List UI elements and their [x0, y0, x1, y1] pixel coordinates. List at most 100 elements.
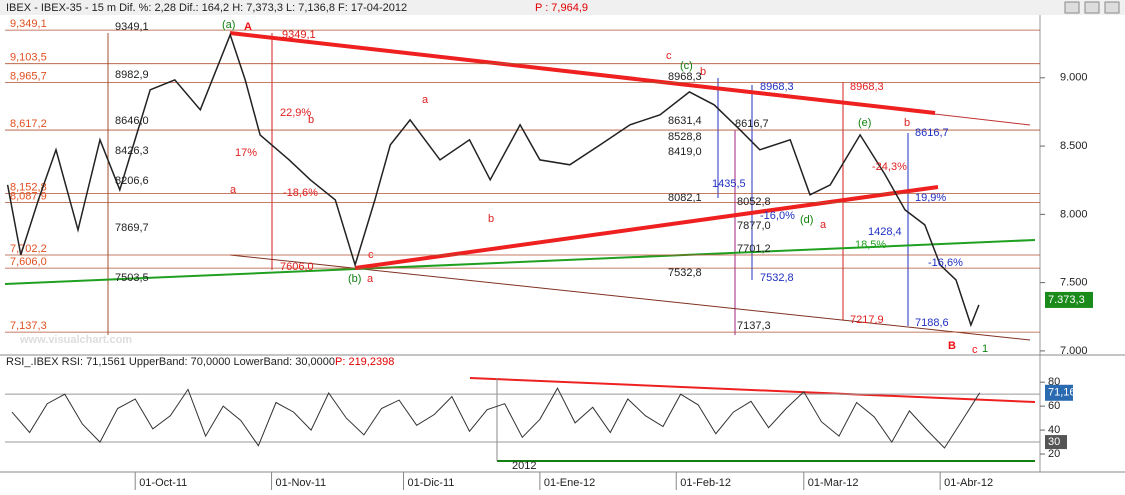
x-tick-label: 01-Feb-12: [680, 477, 731, 489]
y-tick-label: 8.000: [1060, 208, 1088, 220]
level-label: 8,965,7: [10, 70, 47, 82]
annotation: 7869,7: [115, 222, 149, 234]
x-tick-label: 01-Abr-12: [944, 477, 993, 489]
annotation: A: [244, 21, 252, 33]
annotation: 7217,9: [850, 314, 884, 326]
annotation: (c): [680, 60, 693, 72]
x-tick-label: 01-Ene-12: [544, 477, 595, 489]
series-line: [11, 387, 981, 449]
window-button[interactable]: [1084, 1, 1100, 14]
annotation: 8419,0: [668, 146, 702, 158]
annotation: 8968,3: [850, 81, 884, 93]
annotation: 7701,2: [737, 243, 771, 255]
y-tick-label: 40: [1048, 424, 1060, 436]
trend-line: [229, 31, 936, 115]
year-label: 2012: [512, 460, 536, 472]
annotation: 1: [982, 343, 988, 355]
annotation: 8426,3: [115, 145, 149, 157]
annotation: 1435,5: [712, 178, 746, 190]
trend-line: [4, 239, 1036, 285]
annotation: c: [368, 249, 374, 261]
y-tick-label: 20: [1048, 448, 1060, 460]
annotation: a: [820, 219, 827, 231]
annotation: b: [308, 114, 314, 126]
y-tick-label: 60: [1048, 400, 1060, 412]
annotation: -24,3%: [872, 161, 907, 173]
current-box: [1045, 384, 1073, 401]
annotation: (d): [800, 214, 813, 226]
annotation: B: [948, 340, 956, 352]
window-button[interactable]: [1104, 1, 1120, 14]
series-line: [6, 32, 980, 328]
rsi-subtitle: P: 219,2398: [335, 356, 394, 368]
annotation: 8631,4: [668, 115, 702, 127]
band-box: [1045, 435, 1067, 450]
annotation: b: [700, 66, 706, 78]
annotation: -16,6%: [928, 257, 963, 269]
current-label: 71,16: [1048, 387, 1076, 399]
annotation: 7877,0: [737, 220, 771, 232]
annotation: 8616,7: [915, 127, 949, 139]
level-label: 8,617,2: [10, 118, 47, 130]
annotation: a: [367, 273, 374, 285]
annotation: 8616,7: [735, 118, 769, 130]
x-tick-label: 01-Mar-12: [808, 477, 859, 489]
annotation: (e): [858, 117, 871, 129]
annotation: 7532,8: [668, 267, 702, 279]
level-label: 9,103,5: [10, 52, 47, 64]
annotation: a: [230, 184, 237, 196]
y-tick-label: 8.500: [1060, 140, 1088, 152]
annotation: 7137,3: [737, 320, 771, 332]
level-label: 9,349,1: [10, 18, 47, 30]
y-tick-label: 7.500: [1060, 277, 1088, 289]
annotation: c: [666, 50, 672, 62]
annotation: b: [904, 117, 910, 129]
level-label: 7,702,2: [10, 243, 47, 255]
annotation: 9349,1: [115, 21, 149, 33]
annotation: 7606,0: [280, 261, 314, 273]
annotation: 18,5%: [855, 239, 886, 251]
annotation: 8968,3: [760, 81, 794, 93]
x-tick-label: 01-Oct-11: [139, 477, 187, 489]
x-tick-label: 01-Nov-11: [276, 477, 327, 489]
current-box: [1045, 291, 1093, 308]
annotation: 1428,4: [868, 226, 902, 238]
annotation: 8082,1: [668, 192, 702, 204]
annotation: b: [488, 213, 494, 225]
annotation: (b): [348, 273, 361, 285]
band-label: 30: [1048, 436, 1060, 448]
annotation: 8968,3: [668, 71, 702, 83]
annotation: (a): [222, 19, 235, 31]
annotation: -16,0%: [760, 210, 795, 222]
header-p: P : 7,964,9: [535, 2, 588, 14]
annotation: a: [422, 94, 429, 106]
level-label: 7,137,3: [10, 320, 47, 332]
annotation: 7532,8: [760, 272, 794, 284]
annotation: 7503,5: [115, 272, 149, 284]
watermark: www.visualchart.com: [19, 334, 132, 346]
annotation: 8982,9: [115, 69, 149, 81]
current-label: 7.373,3: [1048, 294, 1085, 306]
rsi-title: RSI_.IBEX RSI: 71,1561 UpperBand: 70,000…: [6, 356, 335, 368]
header-bar: [0, 0, 1125, 15]
rsi-trend-line: [469, 377, 1036, 403]
annotation: 8528,8: [668, 131, 702, 143]
annotation: 8646,0: [115, 115, 149, 127]
y-tick-label: 9.000: [1060, 72, 1088, 84]
annotation: -18,6%: [283, 187, 318, 199]
annotation: c: [972, 344, 978, 356]
trend-line: [354, 185, 939, 270]
y-tick-label: 7.000: [1060, 345, 1088, 357]
header-info: IBEX - IBEX-35 - 15 m Dif. %: 2,28 Dif.:…: [6, 2, 407, 14]
annotation: 8052,8: [737, 196, 771, 208]
annotation: 22,9%: [280, 107, 311, 119]
level-label: 8,152,8: [10, 181, 47, 193]
annotation: 17%: [235, 147, 257, 159]
window-button[interactable]: [1064, 1, 1080, 14]
annotation: 9349,1: [282, 29, 316, 41]
x-tick-label: 01-Dic-11: [408, 477, 455, 489]
level-label: 8,087,9: [10, 190, 47, 202]
annotation: 19,9%: [915, 192, 946, 204]
